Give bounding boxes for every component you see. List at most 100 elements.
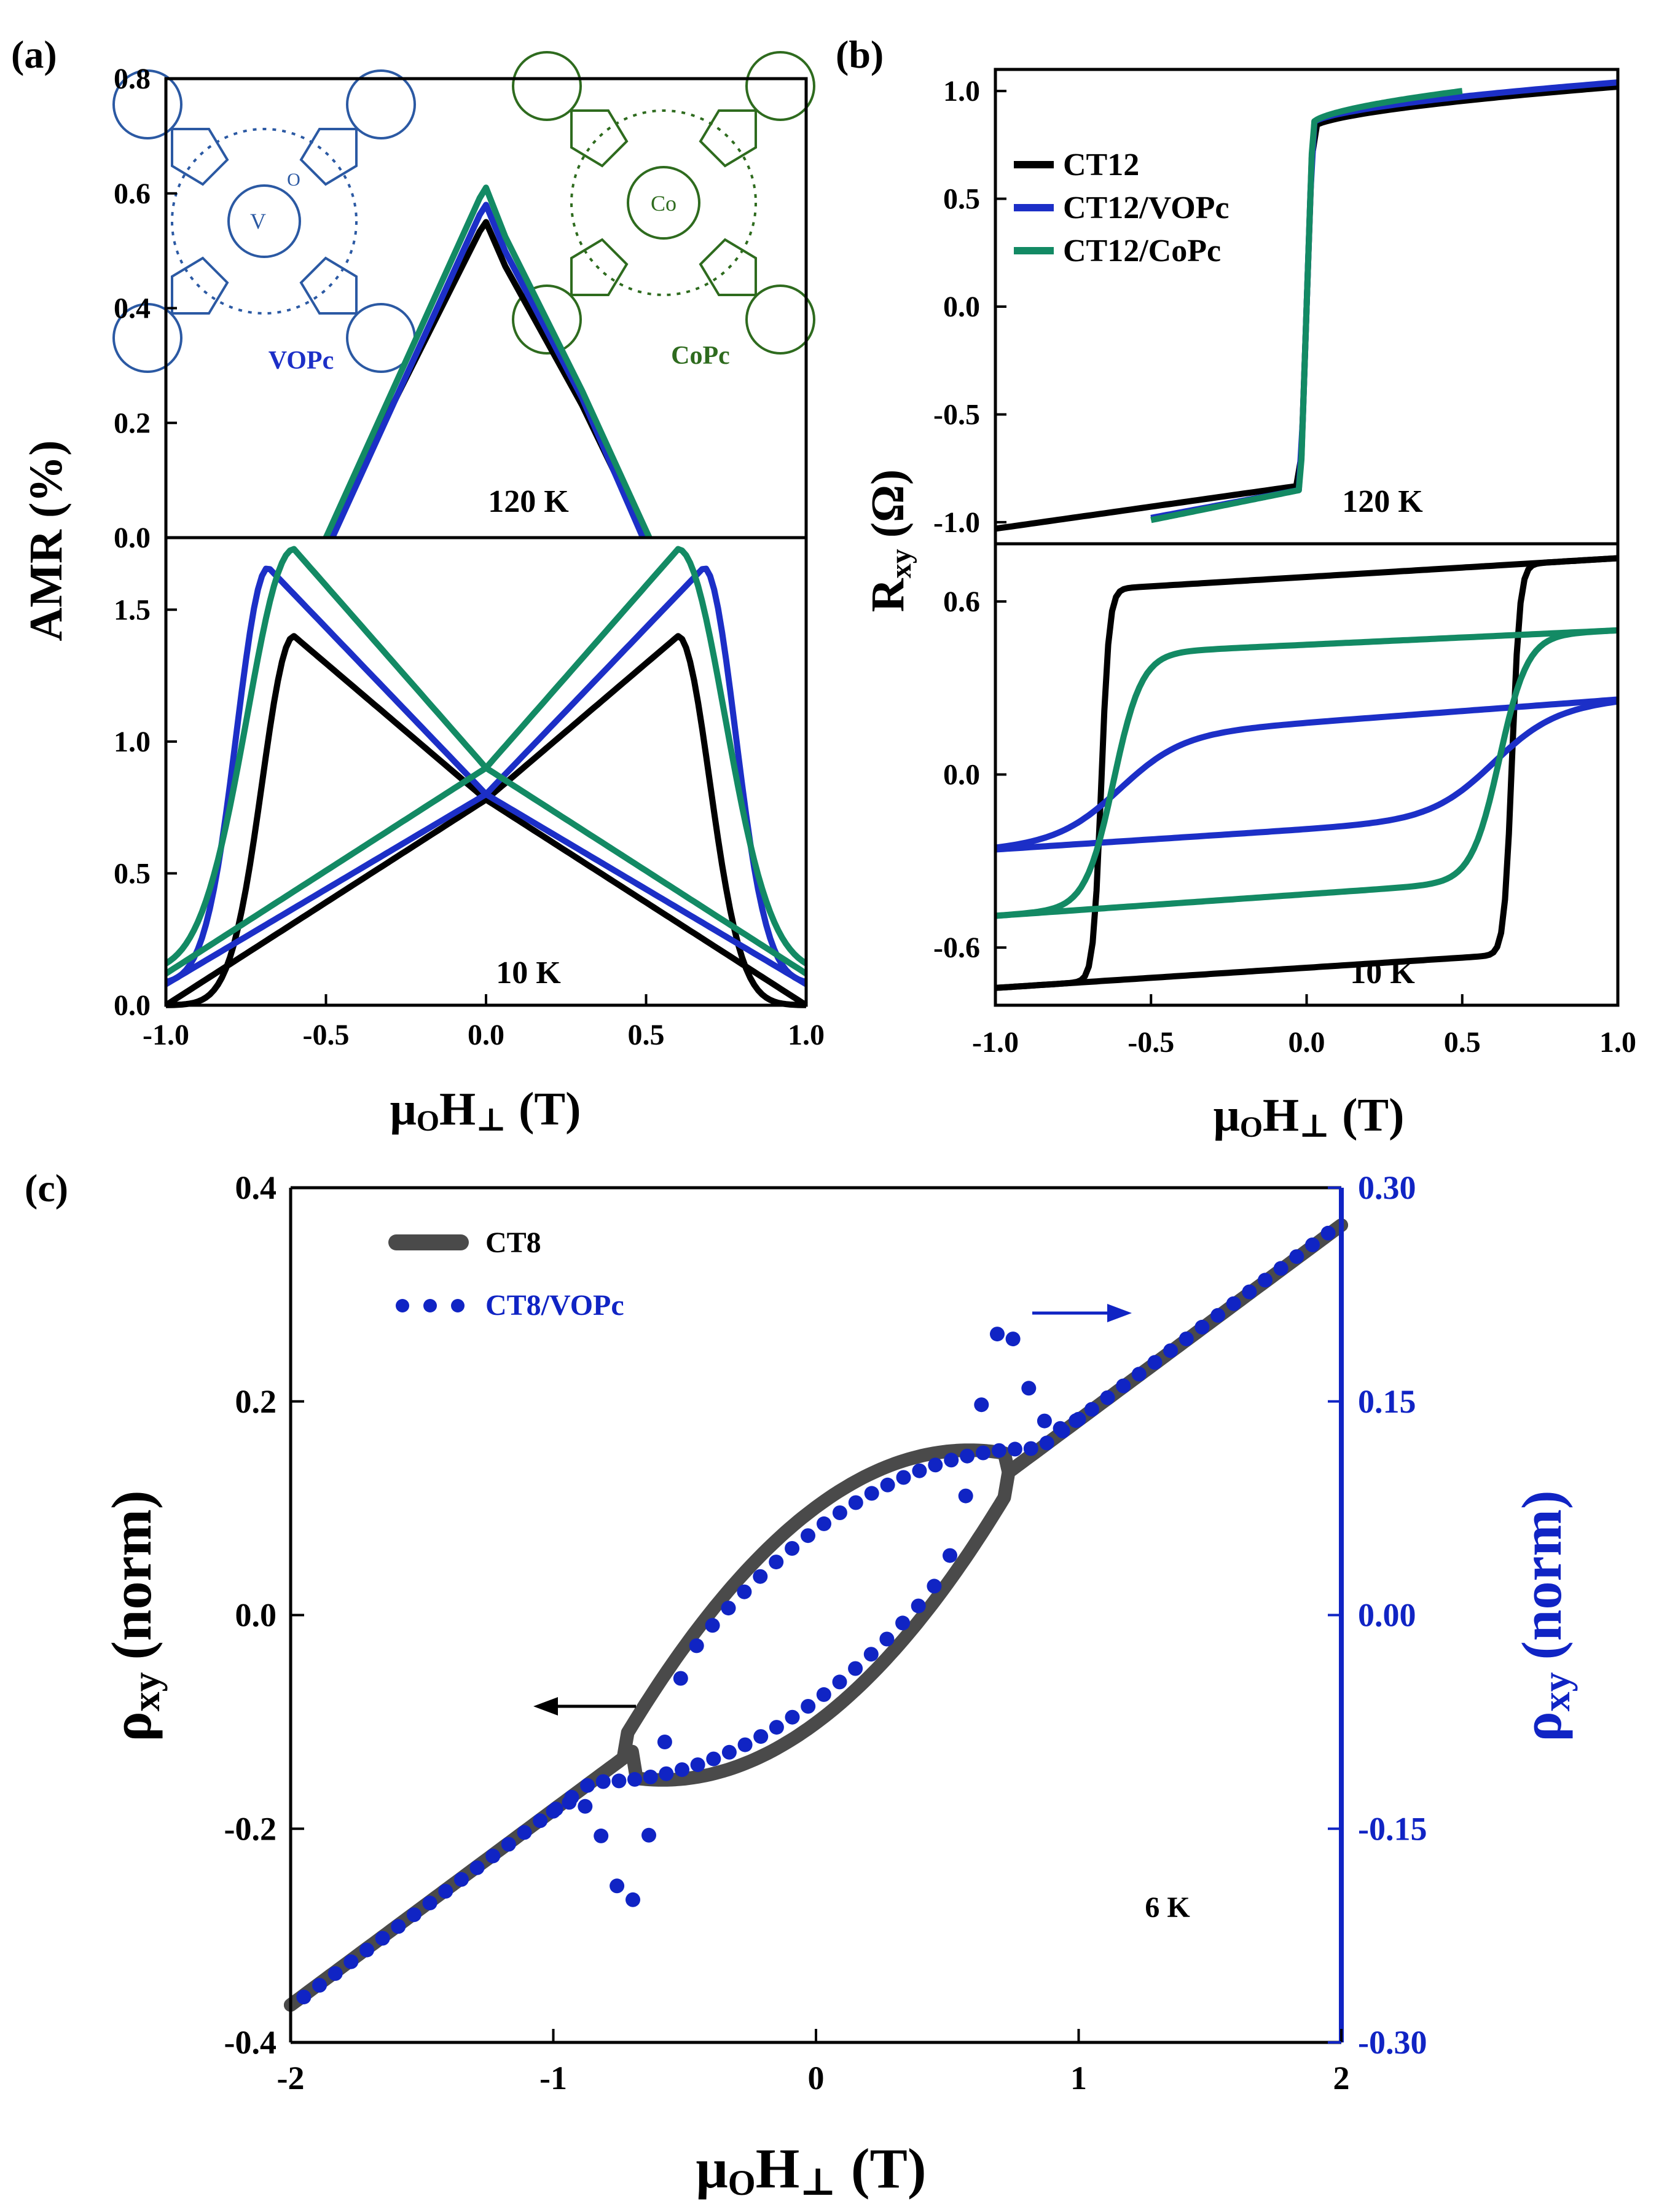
a-ylabel: AMR (%)	[20, 440, 72, 641]
c-vopc-point	[1163, 1343, 1179, 1359]
c-vopc-point	[689, 1638, 704, 1653]
c-vopc-point	[517, 1825, 532, 1840]
c-right-ylabel-rho: ρ	[1510, 1711, 1573, 1741]
a-bot-series-CT12-down	[165, 633, 808, 1008]
c-xtick-label: 1	[1070, 2060, 1087, 2096]
b-top-series	[995, 79, 1618, 532]
c-vopc-point	[1005, 1332, 1021, 1347]
b-top-annotation: 120 K	[1342, 484, 1423, 519]
c-vopc-point	[990, 1327, 1005, 1342]
b-top-ytick-label: 0.5	[943, 183, 980, 216]
c-vopc-point	[562, 1795, 577, 1810]
c-vopc-point	[375, 1931, 390, 1946]
c-vopc-point	[406, 1907, 422, 1923]
c-vopc-point	[1071, 1411, 1086, 1427]
b-xtick-label: 0.0	[1288, 1026, 1325, 1059]
c-vopc-point	[832, 1505, 847, 1520]
b-bot-ytick-label: 0.0	[943, 759, 980, 791]
panel-b-label: (b)	[836, 33, 884, 76]
a-top-ytick-label: 0.2	[114, 407, 151, 439]
a-xtick-label: -1.0	[143, 1019, 189, 1051]
c-left-ytick-label: 0.0	[235, 1597, 277, 1634]
c-left-ylabel-sub: xy	[124, 1672, 168, 1711]
c-vopc-point	[1021, 1381, 1037, 1396]
c-legend-dot-3	[451, 1299, 465, 1312]
c-vopc-point	[785, 1709, 800, 1725]
c-vopc-point	[705, 1618, 720, 1633]
c-right-ytick-label: 0.00	[1358, 1597, 1416, 1634]
c-left-ylabel-rho: ρ	[100, 1711, 163, 1741]
c-vopc-point	[611, 1773, 627, 1789]
b-xlabel-unit: (T)	[1342, 1089, 1404, 1141]
a-top-series-CT12/CoPc	[323, 184, 653, 539]
c-left-ytick-label: -0.2	[224, 1810, 276, 1847]
vopc-name: VOPc	[269, 347, 334, 375]
a-xtick-label: 1.0	[788, 1019, 825, 1051]
a-top-series-CT12/VOPc	[329, 202, 646, 539]
c-vopc-point	[960, 1448, 975, 1464]
b-legend-vopc: CT12/VOPc	[1063, 190, 1230, 226]
c-vopc-point	[485, 1848, 501, 1864]
c-vopc-point	[327, 1966, 343, 1981]
b-xtick-label: -0.5	[1128, 1026, 1174, 1059]
c-vopc-point	[958, 1488, 973, 1504]
c-vopc-point	[769, 1720, 784, 1735]
c-vopc-point	[911, 1598, 926, 1614]
c-vopc-point	[1242, 1284, 1257, 1300]
a-bot-ytick-label: 0.5	[114, 857, 151, 890]
c-vopc-point	[785, 1541, 800, 1556]
c-vopc-point	[643, 1770, 658, 1784]
c-vopc-point	[312, 1978, 327, 1993]
copc-molecule-icon	[512, 51, 815, 355]
c-xlabel-perp: ⊥	[799, 2162, 836, 2203]
b-bot-series-CT12/CoPc-up	[995, 627, 1618, 919]
c-vopc-point	[501, 1837, 516, 1852]
a-axes: -1.0 -0.5 0.0 0.5 1.0 0.0 0.2 0.4 0.6 0.8 0.0 0.5 1.…	[114, 63, 825, 1051]
c-vopc-point	[546, 1803, 561, 1819]
a-xlabel-mu: μ	[390, 1083, 417, 1135]
a-bot-annotation: 10 K	[496, 955, 561, 990]
c-xtick-label: -1	[539, 2060, 567, 2096]
c-vopc-point	[880, 1477, 895, 1492]
a-top-ytick-label: 0.8	[114, 63, 151, 95]
b-bot-series-CT12-down	[995, 555, 1618, 991]
c-legend-dot-1	[396, 1299, 409, 1312]
c-vopc-point	[816, 1687, 831, 1702]
a-bot-ytick-label: 1.0	[114, 726, 151, 758]
c-vopc-point	[817, 1516, 831, 1531]
a-bot-series-CT12/VOPc-up	[164, 565, 807, 987]
panel-c-label: (c)	[25, 1166, 68, 1210]
c-vopc-point	[533, 1813, 548, 1829]
a-top-series	[323, 184, 653, 539]
c-vopc-point	[753, 1569, 768, 1584]
b-xlabel: μOH⊥ (T)	[1214, 1089, 1405, 1144]
c-vopc-point	[1273, 1261, 1288, 1276]
c-vopc-point	[992, 1443, 1006, 1458]
vopc-molecule-icon	[112, 69, 416, 373]
c-vopc-point	[657, 1735, 672, 1749]
b-bot-series-CT12/CoPc-down	[995, 627, 1618, 919]
c-vopc-point	[1194, 1319, 1210, 1335]
c-vopc-point	[801, 1699, 816, 1714]
b-xlabel-sub: O	[1240, 1111, 1263, 1143]
c-vopc-point	[912, 1463, 927, 1478]
a-xlabel-unit: (T)	[519, 1083, 581, 1135]
c-vopc-point	[1320, 1225, 1336, 1241]
b-legend-ct12: CT12	[1063, 147, 1139, 182]
c-right-ytick-label: 0.30	[1358, 1169, 1416, 1206]
b-legend-copc: CT12/CoPc	[1063, 233, 1221, 269]
c-left-ylabel: ρxy (norm)	[100, 1490, 168, 1741]
b-xtick-label: 0.5	[1444, 1026, 1481, 1059]
a-xlabel: μOH⊥ (T)	[390, 1083, 581, 1138]
b-legend: CT12 CT12/VOPc CT12/CoPc	[1014, 147, 1230, 269]
c-xtick-label: -2	[277, 2060, 305, 2096]
a-top-series-CT12	[323, 219, 649, 539]
c-xtick-label: 0	[808, 2060, 825, 2096]
a-molecules: V O VOPc Co CoPc	[112, 51, 815, 375]
c-vopc-point	[626, 1892, 640, 1907]
c-vopc-point	[879, 1631, 895, 1647]
b-bot-ytick-label: -0.6	[933, 931, 980, 964]
c-vopc-point	[422, 1896, 437, 1911]
b-xtick-label: 1.0	[1599, 1026, 1636, 1059]
a-bot-ytick-label: 0.0	[114, 989, 151, 1022]
